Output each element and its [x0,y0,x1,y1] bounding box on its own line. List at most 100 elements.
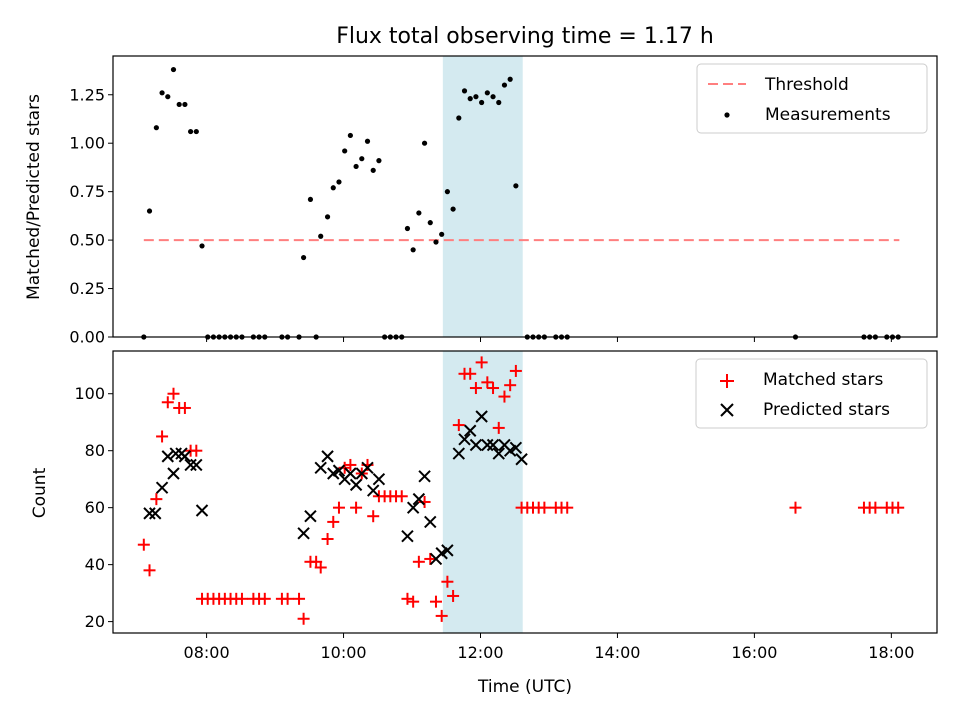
measurement-point [461,88,468,94]
predicted-star-marker [372,472,386,486]
predicted-star-marker [349,478,363,492]
matched-star-marker [314,561,327,574]
predicted-star-marker-b [401,529,414,543]
predicted-star-marker-b [464,424,477,437]
predicted-star-marker-b [486,438,500,452]
matched-star-marker [395,490,408,503]
top-legend-box [696,63,928,134]
bottom-x-axis-label: Time (UTC) [477,677,572,697]
measurement-point [467,96,473,102]
matched-star-marker [293,592,306,605]
measurement-point [513,183,519,189]
predicted-star-marker [184,458,197,472]
matched-star-marker [258,592,271,605]
measurement-point [496,99,502,106]
predicted-star-marker-b [149,507,162,520]
predicted-star-marker-b [297,527,310,540]
predicted-star-marker-b [412,492,426,506]
matched-star-marker [481,376,494,389]
measurement-point [484,90,490,96]
top-y-tick-label: 1.00 [69,134,105,153]
predicted-star-marker-b [509,441,523,455]
matched-star-marker [441,575,454,588]
matched-star-marker [281,592,294,605]
measurement-point [146,208,153,214]
predicted-star-marker-b [143,507,156,520]
predicted-star-marker-b [304,510,317,523]
matched-star-marker [407,595,420,608]
measurement-point [342,148,348,154]
measurement-point [307,196,314,203]
matched-star-marker [137,538,150,551]
top-y-tick-label: 1.25 [69,85,105,104]
measurement-point [199,243,205,249]
measurement-point [159,90,165,96]
matched-star-marker [487,382,500,395]
measurement-point [182,101,188,108]
predicted-star-marker-b [321,450,334,463]
predicted-star-marker [344,467,357,480]
predicted-star-marker-b [195,504,209,517]
predicted-star-marker [167,467,180,480]
top-measurements [141,66,901,340]
predicted-star-marker [190,458,203,472]
predicted-star-marker [155,481,169,494]
predicted-star-marker-b [441,544,454,557]
measurement-point [501,82,508,88]
top-y-tick-label: 0.50 [69,231,105,250]
predicted-star-marker-b [184,458,197,472]
matched-star-marker [235,592,248,605]
predicted-star-marker [314,461,327,474]
top-highlight-span [442,56,523,337]
predicted-star-marker [321,450,334,463]
legend-predicted-label: Predicted stars [763,400,890,420]
measurement-point [456,115,462,121]
predicted-star-marker-b [498,438,511,452]
measurement-point [176,101,182,108]
matched-star-marker [435,609,448,622]
predicted-star-marker [412,492,426,506]
predicted-star-marker-b [515,453,528,466]
bottom-y-tick-label: 80 [85,441,105,460]
predicted-star-marker [509,441,523,455]
measurement-point [153,125,159,131]
measurement-point [427,220,433,226]
legend-matched-swatch [720,374,734,388]
bottom-x-tick-label: 16:00 [731,643,777,662]
matched-star-marker [475,356,488,369]
predicted-star-marker-b [178,450,192,463]
predicted-star-marker-b [332,464,346,477]
bottom-predicted-stars [143,410,528,566]
bottom-plot-frame [112,350,938,634]
predicted-star-marker-b [372,472,386,486]
measurement-point [364,138,371,144]
measurement-point [347,132,353,139]
predicted-star-marker [486,438,500,452]
predicted-star-marker [406,501,420,514]
top-legend: Threshold Measurements [696,63,928,134]
measurement-point [473,94,479,100]
matched-star-marker [401,592,414,605]
predicted-star-marker-b [469,438,483,452]
predicted-star-marker-b [314,461,327,474]
bottom-legend: Matched stars Predicted stars [695,358,928,429]
matched-star-marker [424,552,437,565]
matched-star-marker [321,533,334,545]
bottom-panel: 20 40 60 80 100 08:00 10:00 12:00 14:00 16:00 18:… [30,350,938,697]
predicted-star-marker-b [406,501,420,514]
measurement-point [416,210,422,216]
predicted-star-marker-b [169,447,182,460]
measurement-point [330,185,336,191]
matched-star-marker [892,501,905,514]
bottom-y-tick-label: 20 [85,612,105,631]
bottom-y-axis: 20 40 60 80 100 [74,384,113,631]
matched-star-marker [504,379,517,392]
matched-star-marker [447,589,460,602]
matched-star-marker [367,510,380,523]
matched-star-marker [509,364,522,377]
matched-star-marker [464,367,477,380]
matched-star-marker [538,501,551,514]
predicted-star-marker [464,424,477,437]
measurement-point [193,128,199,135]
